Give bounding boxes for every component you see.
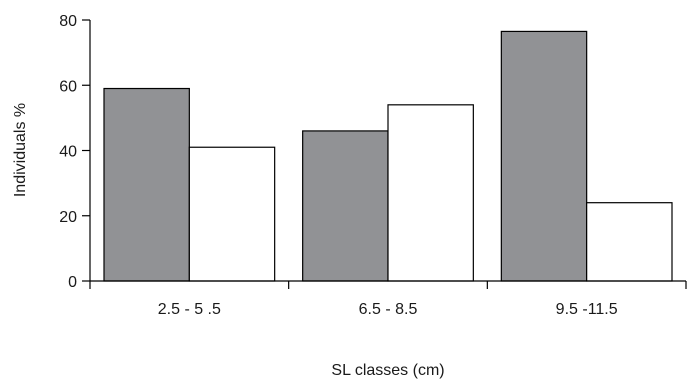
bar-series1-3 [500,30,588,282]
x-tick-label: 2.5 - 5 .5 [158,301,221,318]
y-tick-label: 0 [68,274,77,291]
y-axis-title: Individuals % [12,103,29,197]
x-tick-label: 9.5 -11.5 [556,301,618,318]
plot-area: 0 20 40 60 80 2.5 - 5 .5 6.5 - 8.5 9.5 -11.5 [59,13,687,318]
x-ticks: 2.5 - 5 .5 6.5 - 8.5 9.5 -11.5 [89,281,687,318]
bar-series1-1 [103,87,190,282]
y-ticks: 0 20 40 60 80 [59,13,90,291]
x-tick-label: 6.5 - 8.5 [359,301,418,318]
bar-series2-3 [586,202,673,282]
y-tick-label: 60 [59,78,77,95]
y-tick-label: 40 [59,144,77,161]
y-tick-label: 20 [59,209,77,226]
y-tick-label: 80 [59,13,77,30]
bar-series2-2 [387,104,474,282]
x-axis-title: SL classes (cm) [331,362,444,379]
bars-layer [103,30,673,282]
bar-series1-2 [302,130,389,282]
bar-series2-1 [188,146,276,282]
